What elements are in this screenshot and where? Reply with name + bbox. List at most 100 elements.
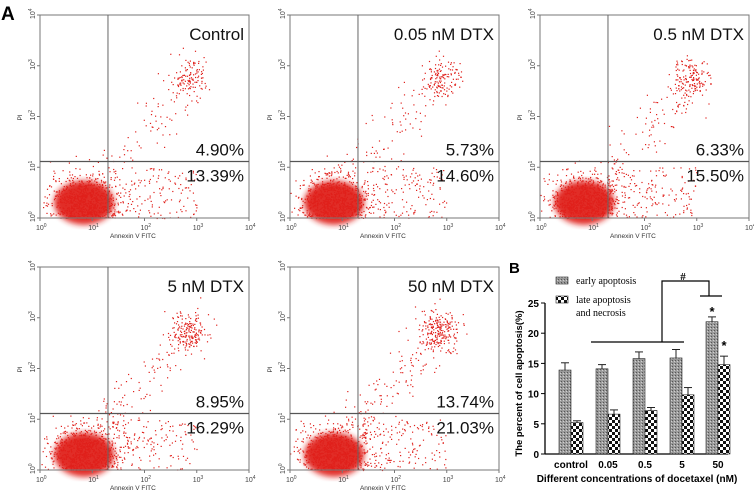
event-dot — [168, 333, 169, 334]
event-dot — [689, 196, 690, 197]
event-dot — [578, 213, 579, 214]
event-dot — [407, 179, 408, 180]
event-dot — [93, 207, 94, 208]
event-dot — [431, 88, 432, 89]
event-dot — [204, 358, 205, 359]
event-dot — [73, 435, 74, 436]
event-dot — [162, 391, 163, 392]
event-dot — [180, 311, 181, 312]
event-dot — [656, 170, 657, 171]
event-dot — [689, 199, 690, 200]
event-dot — [574, 196, 575, 197]
event-dot — [692, 66, 693, 67]
event-dot — [69, 215, 70, 216]
event-dot — [65, 199, 66, 200]
event-dot — [681, 61, 682, 62]
event-dot — [599, 195, 600, 196]
event-dot — [325, 212, 326, 213]
event-dot — [347, 197, 348, 198]
event-dot — [62, 442, 63, 443]
event-dot — [333, 197, 334, 198]
event-dot — [348, 173, 349, 174]
event-dot — [349, 210, 350, 211]
event-dot — [686, 205, 687, 206]
event-dot — [672, 126, 673, 127]
event-dot — [177, 321, 178, 322]
event-dot — [189, 81, 190, 82]
event-dot — [116, 466, 117, 467]
event-dot — [181, 76, 182, 77]
event-dot — [69, 163, 70, 164]
event-dot — [87, 457, 88, 458]
event-dot — [588, 203, 589, 204]
event-dot — [185, 70, 186, 71]
event-dot — [101, 198, 102, 199]
event-dot — [95, 199, 96, 200]
event-dot — [137, 440, 138, 441]
event-dot — [199, 69, 200, 70]
event-dot — [331, 207, 332, 208]
event-dot — [690, 84, 691, 85]
event-dot — [608, 185, 609, 186]
event-dot — [592, 174, 593, 175]
event-dot — [582, 195, 583, 196]
event-dot — [341, 183, 342, 184]
event-dot — [620, 143, 621, 144]
event-dot — [354, 207, 355, 208]
event-dot — [188, 324, 189, 325]
event-dot — [88, 200, 89, 201]
event-dot — [345, 190, 346, 191]
event-dot — [348, 208, 349, 209]
event-dot — [565, 200, 566, 201]
event-dot — [196, 210, 197, 211]
event-dot — [338, 464, 339, 465]
event-dot — [90, 443, 91, 444]
event-dot — [611, 209, 612, 210]
x-tick-label: 100 — [36, 475, 47, 484]
event-dot — [98, 458, 99, 459]
event-dot — [58, 196, 59, 197]
event-dot — [444, 78, 445, 79]
event-dot — [91, 184, 92, 185]
event-dot — [434, 92, 435, 93]
event-dot — [105, 197, 106, 198]
event-dot — [382, 178, 383, 179]
event-dot — [135, 131, 136, 132]
event-dot — [437, 87, 438, 88]
event-dot — [87, 467, 88, 468]
event-dot — [61, 445, 62, 446]
event-dot — [138, 216, 139, 217]
event-dot — [329, 190, 330, 191]
event-dot — [685, 93, 686, 94]
event-dot — [618, 211, 619, 212]
event-dot — [616, 199, 617, 200]
event-dot — [701, 83, 702, 84]
event-dot — [108, 426, 109, 427]
event-dot — [84, 439, 85, 440]
event-dot — [584, 194, 585, 195]
event-dot — [205, 87, 206, 88]
event-dot — [184, 336, 185, 337]
event-dot — [360, 196, 361, 197]
event-dot — [386, 444, 387, 445]
event-dot — [60, 202, 61, 203]
event-dot — [80, 184, 81, 185]
event-dot — [309, 214, 310, 215]
event-dot — [657, 118, 658, 119]
event-dot — [683, 193, 684, 194]
event-dot — [94, 432, 95, 433]
event-dot — [681, 98, 682, 99]
event-dot — [622, 192, 623, 193]
event-dot — [433, 183, 434, 184]
event-dot — [190, 318, 191, 319]
event-dot — [685, 75, 686, 76]
event-dot — [441, 70, 442, 71]
event-dot — [379, 201, 380, 202]
event-dot — [94, 458, 95, 459]
event-dot — [575, 192, 576, 193]
event-dot — [443, 56, 444, 57]
event-dot — [446, 91, 447, 92]
event-dot — [661, 99, 662, 100]
event-dot — [592, 211, 593, 212]
event-dot — [544, 196, 545, 197]
